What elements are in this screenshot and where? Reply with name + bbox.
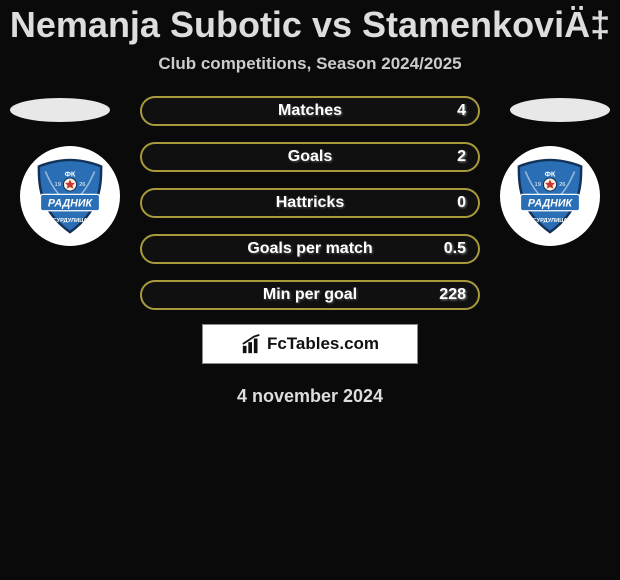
comparison-area: ФК 19 26 РАДНИК СУРДУЛИЦА ФК 19 26 РАДН [0,94,620,324]
stat-row: Matches 4 [140,96,480,126]
svg-text:26: 26 [79,182,85,188]
svg-text:СУРДУЛИЦА: СУРДУЛИЦА [532,218,567,224]
svg-text:РАДНИК: РАДНИК [528,198,574,210]
svg-text:ФК: ФК [545,169,556,178]
stat-label: Hattricks [142,194,478,212]
stat-label: Min per goal [142,286,478,304]
stat-row: Hattricks 0 [140,188,480,218]
stats-bars: Matches 4 Goals 2 Hattricks 0 Goals per … [140,96,480,326]
footer-date: 4 november 2024 [0,386,620,407]
shield-icon: ФК 19 26 РАДНИК СУРДУЛИЦА [29,155,111,237]
svg-text:19: 19 [535,182,541,188]
page-subtitle: Club competitions, Season 2024/2025 [0,54,620,74]
stat-value: 2 [457,148,466,166]
brand-text: FcTables.com [267,334,379,354]
crest-bottom-text: СУРДУЛИЦА [52,218,87,224]
svg-text:26: 26 [559,182,565,188]
club-crest-right: ФК 19 26 РАДНИК СУРДУЛИЦА [500,146,600,246]
svg-text:19: 19 [55,182,61,188]
stat-value: 4 [457,102,466,120]
club-crest-left: ФК 19 26 РАДНИК СУРДУЛИЦА [20,146,120,246]
player-left-silhouette [10,98,110,122]
player-right-silhouette [510,98,610,122]
stat-row: Min per goal 228 [140,280,480,310]
stat-value: 0.5 [444,240,466,258]
stat-label: Goals per match [142,240,478,258]
stat-label: Matches [142,102,478,120]
shield-icon: ФК 19 26 РАДНИК СУРДУЛИЦА [509,155,591,237]
stat-row: Goals 2 [140,142,480,172]
stat-value: 0 [457,194,466,212]
brand-attribution: FcTables.com [202,324,418,364]
crest-main-text: РАДНИК [48,198,94,210]
stat-value: 228 [439,286,466,304]
stat-label: Goals [142,148,478,166]
stat-row: Goals per match 0.5 [140,234,480,264]
bar-chart-icon [241,333,263,355]
crest-top-text: ФК [65,169,76,178]
page-title: Nemanja Subotic vs StamenkoviÄ‡ [0,0,620,46]
